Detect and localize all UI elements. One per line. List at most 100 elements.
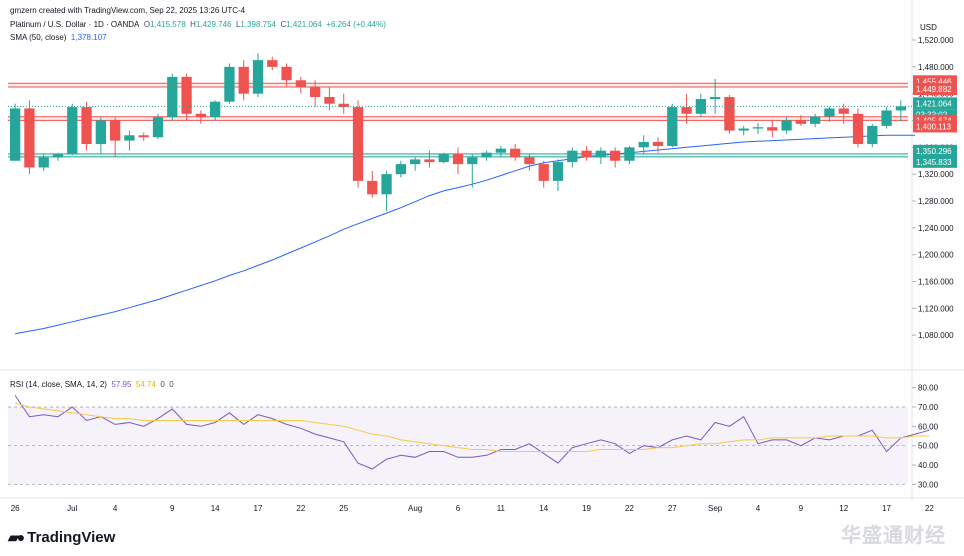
level-label-box	[913, 83, 957, 96]
candle	[667, 103, 678, 148]
time-tick-label: 9	[170, 504, 175, 513]
candle-body	[552, 162, 564, 181]
candle	[652, 137, 664, 153]
candle-body	[167, 76, 178, 118]
candle-body	[452, 154, 464, 165]
candle	[195, 110, 206, 124]
candle-body	[638, 141, 649, 148]
candle-body	[81, 107, 92, 144]
candle	[67, 103, 78, 156]
time-tick-label: 17	[254, 504, 263, 513]
candle-body	[524, 157, 535, 165]
open-value: 1,415.578	[150, 20, 186, 29]
candle	[538, 160, 549, 188]
candle-body	[52, 154, 64, 158]
candle	[24, 100, 35, 175]
candle	[710, 78, 721, 114]
time-tick-label: 4	[113, 504, 118, 513]
rsi-tick-label: 30.00	[918, 480, 939, 489]
candle	[181, 73, 192, 121]
candle-body	[38, 157, 49, 168]
candle-body	[895, 106, 906, 111]
currency-label: USD	[920, 23, 937, 32]
candle	[424, 150, 435, 168]
open-label: O	[143, 20, 151, 29]
candle	[138, 132, 149, 141]
candle-body	[152, 117, 164, 138]
candle	[524, 154, 535, 171]
candle	[210, 100, 221, 121]
candle-body	[467, 157, 478, 165]
candle-body	[738, 128, 749, 131]
rsi-extra-2: 0	[169, 380, 174, 389]
level-label-box	[913, 144, 957, 157]
candle-body	[438, 154, 449, 163]
candle-body	[710, 97, 721, 100]
candle-body	[481, 152, 492, 158]
level-label: 1,455.446	[916, 77, 952, 86]
candle-body	[252, 60, 264, 94]
candle-body	[110, 120, 121, 141]
price-tick-label: 1,160.000	[918, 278, 954, 287]
candle-body	[595, 150, 606, 158]
close-label: C	[280, 20, 287, 29]
candle-body	[424, 159, 435, 163]
time-tick-label: 9	[799, 504, 804, 513]
watermark: 华盛通财经	[841, 525, 946, 547]
candle	[352, 100, 364, 188]
rsi-legend[interactable]: RSI (14, close, SMA, 14, 2) 57.95 54.74 …	[10, 380, 174, 389]
candle-body	[667, 107, 678, 146]
candle-body	[381, 174, 392, 195]
rsi-value: 57.95	[111, 380, 132, 389]
time-tick-label: Aug	[408, 504, 422, 513]
candle-body	[881, 110, 892, 126]
sma-legend[interactable]: SMA (50, close) 1,378.107	[10, 33, 107, 42]
candle	[824, 107, 835, 122]
candle	[367, 170, 378, 198]
level-label-box	[913, 120, 957, 133]
level-label-box	[913, 155, 957, 168]
close-value: 1,421.064	[286, 20, 322, 29]
symbol-label[interactable]: Platinum / U.S. Dollar · 1D · OANDA	[10, 20, 140, 29]
candle-body	[267, 60, 278, 67]
time-tick-label: 11	[497, 504, 506, 513]
high-label: H	[190, 20, 196, 29]
symbol-ohlc-line: Platinum / U.S. Dollar · 1D · OANDA O1,4…	[10, 20, 386, 29]
candle	[610, 147, 621, 168]
price-tick-label: 1,240.000	[918, 224, 954, 233]
candle	[95, 117, 106, 155]
candle-body	[181, 76, 192, 114]
candle	[267, 56, 278, 71]
last-price-label: 1,421.064	[916, 99, 952, 108]
candle	[167, 73, 178, 121]
time-tick-label: 26	[11, 504, 20, 513]
time-tick-label: Jul	[67, 504, 77, 513]
candle-body	[238, 66, 249, 94]
candle	[810, 113, 821, 128]
candle-body	[395, 164, 406, 175]
candle	[781, 117, 792, 134]
level-label: 1,449.882	[916, 85, 952, 94]
time-tick-label: 14	[211, 504, 220, 513]
candle-body	[724, 97, 735, 131]
candle-body	[538, 164, 549, 181]
time-tick-label: Sep	[708, 504, 723, 513]
candle-body	[95, 120, 106, 144]
rsi-extra-1: 0	[160, 380, 165, 389]
level-label: 1,400.113	[916, 122, 952, 131]
last-price-label-box	[913, 97, 957, 110]
resistance-zone-lower	[8, 116, 908, 121]
brand-name: TradingView	[27, 529, 116, 546]
candle	[324, 86, 335, 111]
candle	[867, 123, 878, 148]
time-tick-label: 25	[339, 504, 348, 513]
time-tick-label: 22	[925, 504, 934, 513]
rsi-tick-label: 60.00	[918, 422, 939, 431]
candle-body	[67, 107, 78, 155]
tradingview-logo[interactable]: ▰● TradingView	[8, 529, 115, 546]
candle-body	[752, 127, 764, 129]
resistance-zone-upper	[8, 83, 908, 88]
level-label: 1,345.833	[916, 158, 952, 167]
rsi-label: RSI (14, close, SMA, 14, 2)	[10, 380, 107, 389]
